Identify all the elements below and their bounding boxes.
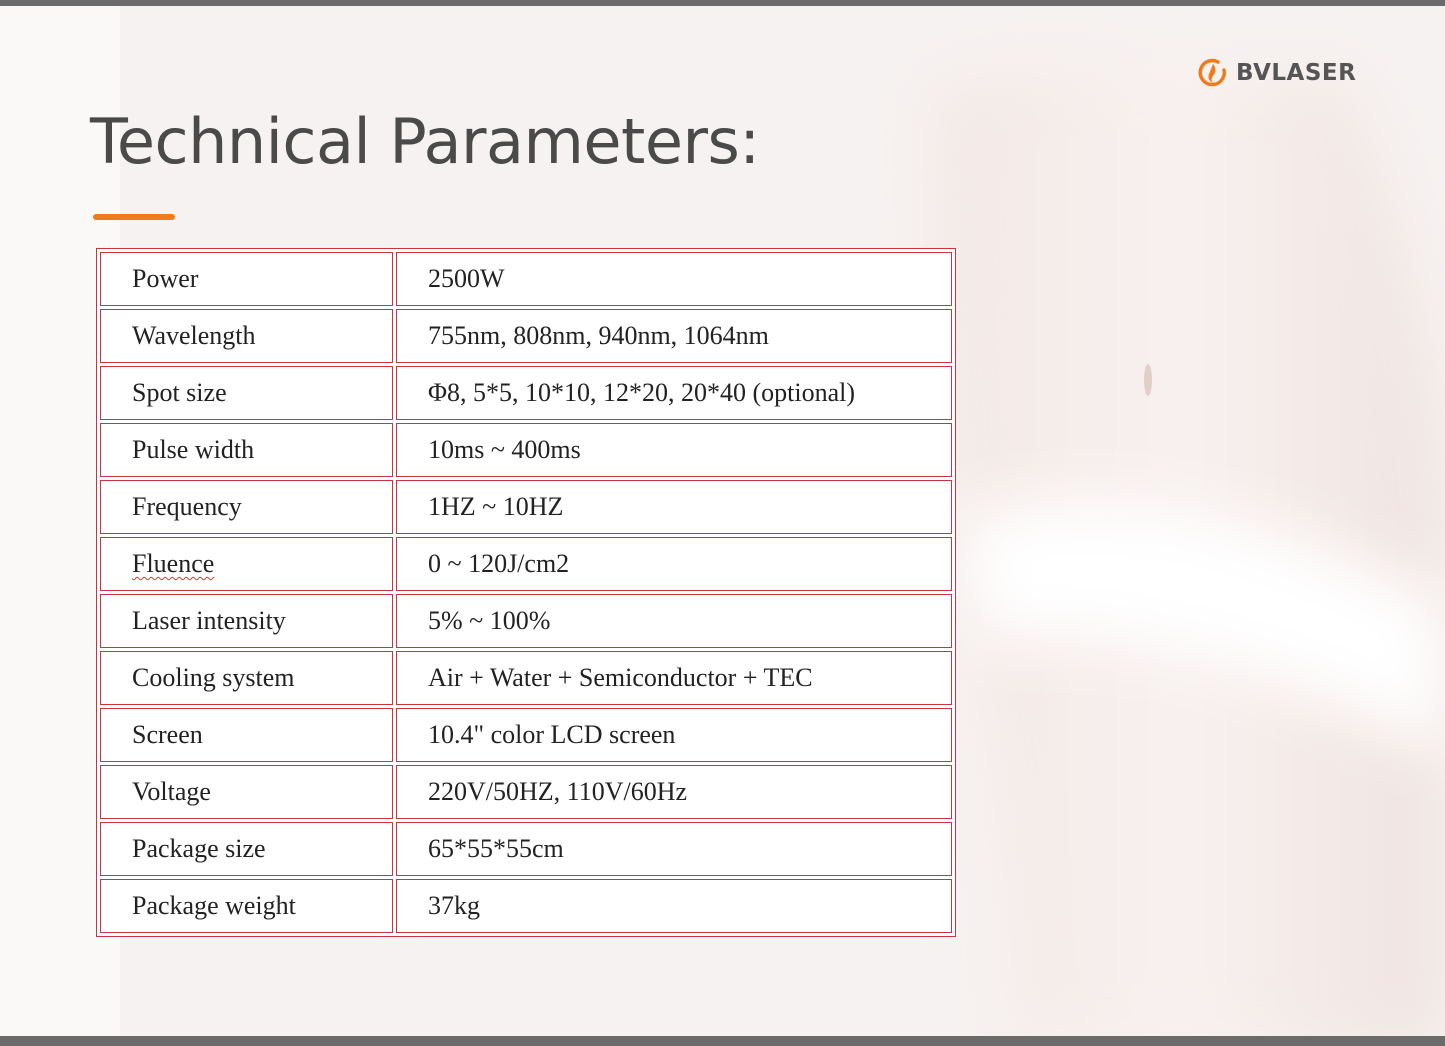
parameter-value-cell: 37kg [396,879,952,933]
table-row: Pulse width 10ms ~ 400ms [100,423,952,477]
table-row: Cooling system Air + Water + Semiconducto… [100,651,952,705]
table-row: Laser intensity 5% ~ 100% [100,594,952,648]
parameter-name-cell: Pulse width [100,423,393,477]
parameter-name: Frequency [132,492,242,521]
parameter-name: Package size [132,834,266,863]
parameter-name: Pulse width [132,435,255,464]
parameter-name-cell: Frequency [100,480,393,534]
logo-text: BVLASER [1236,60,1357,86]
parameter-value: 10.4" color LCD screen [428,720,676,749]
parameter-name: Power [132,264,199,293]
parameter-value: 755nm, 808nm, 940nm, 1064nm [428,321,769,350]
parameter-name: Spot size [132,378,227,407]
parameter-value: 10ms ~ 400ms [428,435,581,464]
table-row: Frequency 1HZ ~ 10HZ [100,480,952,534]
logo: BVLASER [1198,58,1356,88]
parameter-name-cell: Screen [100,708,393,762]
parameter-value-cell: 755nm, 808nm, 940nm, 1064nm [396,309,952,363]
parameter-name-cell: Fluence [100,537,393,591]
table-row: Fluence 0 ~ 120J/cm2 [100,537,952,591]
parameter-name-cell: Laser intensity [100,594,393,648]
parameter-name-cell: Package size [100,822,393,876]
parameter-value: 1HZ ~ 10HZ [428,492,564,521]
parameter-name-cell: Spot size [100,366,393,420]
table-row: Wavelength 755nm, 808nm, 940nm, 1064nm [100,309,952,363]
parameter-value: 65*55*55cm [428,834,564,863]
parameter-value-cell: 65*55*55cm [396,822,952,876]
parameter-value-cell: 2500W [396,252,952,306]
top-bar [0,0,1445,6]
parameter-value-cell: 0 ~ 120J/cm2 [396,537,952,591]
parameter-name: Voltage [132,777,211,806]
parameter-value-cell: 220V/50HZ, 110V/60Hz [396,765,952,819]
table-row: Package size 65*55*55cm [100,822,952,876]
parameter-name-cell: Wavelength [100,309,393,363]
parameter-value-cell: 10ms ~ 400ms [396,423,952,477]
parameter-name: Package weight [132,891,296,920]
parameter-value-cell: 1HZ ~ 10HZ [396,480,952,534]
parameter-name: Fluence [132,549,215,578]
parameter-value: 37kg [428,891,480,920]
title: Technical Parameters: [90,105,760,178]
parameter-value-cell: Air + Water + Semiconductor + TEC [396,651,952,705]
table-row: Package weight 37kg [100,879,952,933]
parameter-name: Wavelength [132,321,256,350]
parameter-value: 5% ~ 100% [428,606,551,635]
table-row: Screen 10.4" color LCD screen [100,708,952,762]
parameter-value: Φ8, 5*5, 10*10, 12*20, 20*40 (optional) [428,378,856,407]
parameter-name-cell: Cooling system [100,651,393,705]
bottom-bar [0,1036,1445,1046]
parameter-name: Laser intensity [132,606,286,635]
parameter-name-cell: Package weight [100,879,393,933]
table-row: Voltage 220V/50HZ, 110V/60Hz [100,765,952,819]
parameter-table: Power 2500W Wavelength 755nm, 808nm, 940nm,… [96,248,956,937]
parameter-name-cell: Power [100,252,393,306]
parameter-value: Air + Water + Semiconductor + TEC [428,663,813,692]
table-row: Power 2500W [100,252,952,306]
parameter-value: 2500W [428,264,505,293]
parameter-value: 0 ~ 120J/cm2 [428,549,570,578]
parameter-name: Cooling system [132,663,295,692]
parameter-value-cell: Φ8, 5*5, 10*10, 12*20, 20*40 (optional) [396,366,952,420]
parameter-value: 220V/50HZ, 110V/60Hz [428,777,688,806]
logo-icon [1198,58,1227,87]
title-underline [93,214,175,220]
parameter-value-cell: 10.4" color LCD screen [396,708,952,762]
parameter-name: Screen [132,720,203,749]
table-row: Spot size Φ8, 5*5, 10*10, 12*20, 20*40 (o… [100,366,952,420]
parameter-value-cell: 5% ~ 100% [396,594,952,648]
parameter-name-cell: Voltage [100,765,393,819]
